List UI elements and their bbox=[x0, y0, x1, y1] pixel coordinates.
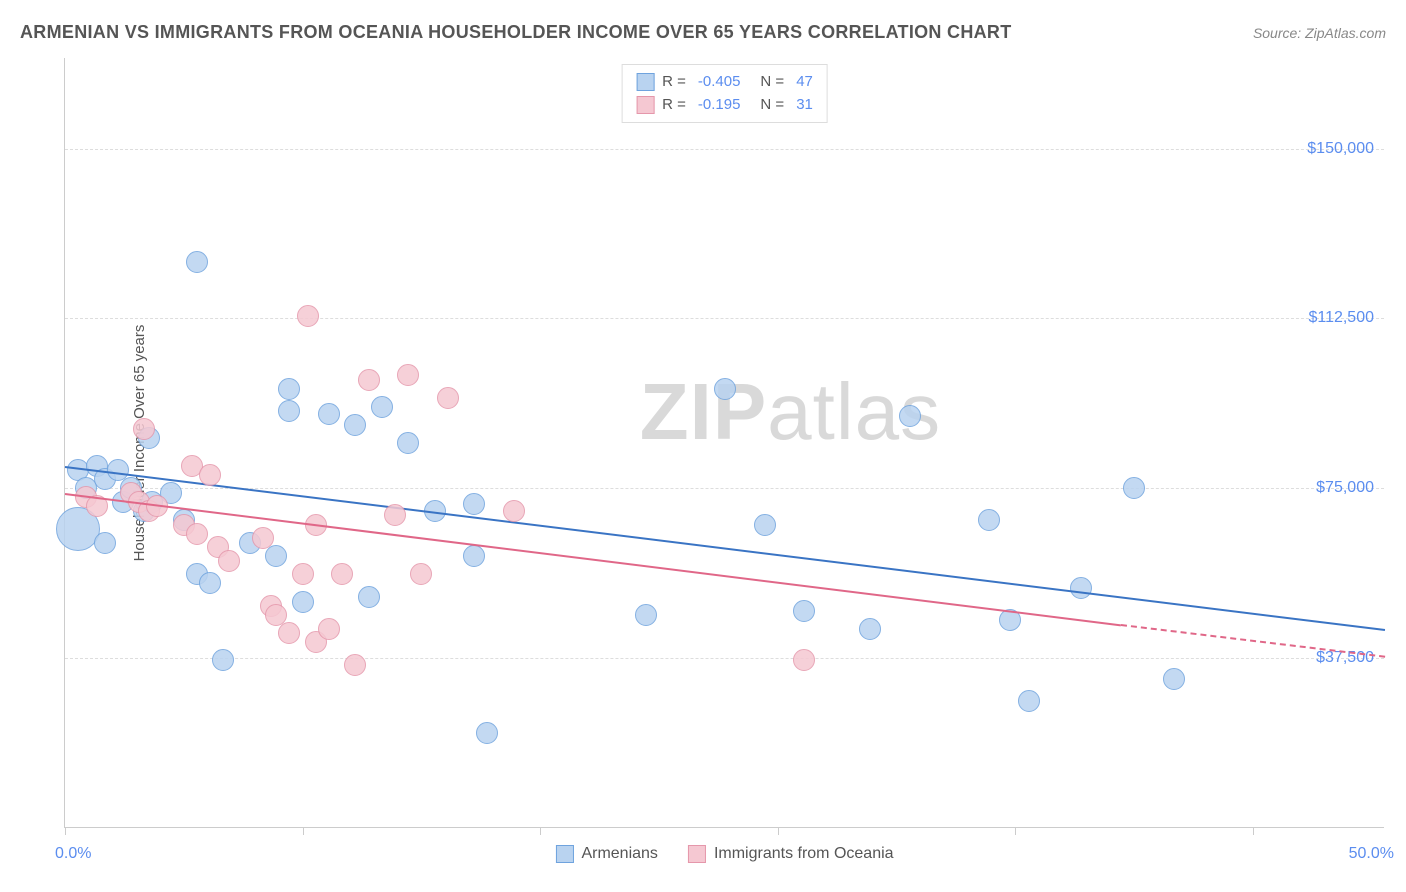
data-point bbox=[133, 418, 155, 440]
data-point bbox=[278, 400, 300, 422]
series-legend: Armenians Immigrants from Oceania bbox=[555, 845, 893, 863]
data-point bbox=[297, 305, 319, 327]
r-value: -0.195 bbox=[698, 94, 741, 117]
data-point bbox=[397, 432, 419, 454]
r-value: -0.405 bbox=[698, 71, 741, 94]
y-tick-label: $112,500 bbox=[1308, 309, 1374, 327]
n-value: 31 bbox=[796, 94, 813, 117]
data-point bbox=[218, 550, 240, 572]
source-attribution: Source: ZipAtlas.com bbox=[1253, 25, 1386, 41]
y-tick-label: $150,000 bbox=[1307, 140, 1374, 158]
data-point bbox=[463, 493, 485, 515]
header-row: ARMENIAN VS IMMIGRANTS FROM OCEANIA HOUS… bbox=[20, 22, 1386, 43]
series-legend-label: Immigrants from Oceania bbox=[714, 845, 894, 863]
x-tick bbox=[540, 827, 541, 835]
x-tick bbox=[1015, 827, 1016, 835]
grid-line bbox=[65, 149, 1384, 150]
data-point bbox=[199, 572, 221, 594]
n-value: 47 bbox=[796, 71, 813, 94]
scatter-plot-area: Householder Income Over 65 years ZIPatla… bbox=[64, 58, 1384, 828]
data-point bbox=[358, 369, 380, 391]
data-point bbox=[754, 514, 776, 536]
trend-line-dashed bbox=[1121, 624, 1385, 658]
x-axis-min-label: 0.0% bbox=[55, 845, 91, 863]
data-point bbox=[358, 586, 380, 608]
data-point bbox=[1018, 690, 1040, 712]
data-point bbox=[384, 504, 406, 526]
data-point bbox=[344, 654, 366, 676]
legend-swatch bbox=[555, 845, 573, 863]
data-point bbox=[318, 618, 340, 640]
n-label: N = bbox=[760, 71, 784, 94]
x-tick bbox=[65, 827, 66, 835]
legend-swatch bbox=[688, 845, 706, 863]
data-point bbox=[410, 563, 432, 585]
correlation-legend-row: R = -0.195 N = 31 bbox=[636, 94, 813, 117]
data-point bbox=[278, 622, 300, 644]
data-point bbox=[94, 532, 116, 554]
data-point bbox=[278, 378, 300, 400]
data-point bbox=[318, 403, 340, 425]
data-point bbox=[199, 464, 221, 486]
data-point bbox=[476, 722, 498, 744]
data-point bbox=[292, 591, 314, 613]
x-axis-max-label: 50.0% bbox=[1349, 845, 1394, 863]
chart-title: ARMENIAN VS IMMIGRANTS FROM OCEANIA HOUS… bbox=[20, 22, 1012, 43]
data-point bbox=[344, 414, 366, 436]
data-point bbox=[1123, 477, 1145, 499]
grid-line bbox=[65, 658, 1384, 659]
data-point bbox=[899, 405, 921, 427]
y-tick-label: $75,000 bbox=[1316, 479, 1374, 497]
data-point bbox=[292, 563, 314, 585]
data-point bbox=[463, 545, 485, 567]
data-point bbox=[252, 527, 274, 549]
data-point bbox=[793, 600, 815, 622]
legend-swatch bbox=[636, 96, 654, 114]
series-legend-item: Armenians bbox=[555, 845, 657, 863]
data-point bbox=[371, 396, 393, 418]
data-point bbox=[978, 509, 1000, 531]
data-point bbox=[437, 387, 459, 409]
data-point bbox=[793, 649, 815, 671]
series-legend-item: Immigrants from Oceania bbox=[688, 845, 894, 863]
correlation-legend-row: R = -0.405 N = 47 bbox=[636, 71, 813, 94]
correlation-legend: R = -0.405 N = 47 R = -0.195 N = 31 bbox=[621, 64, 828, 123]
data-point bbox=[1070, 577, 1092, 599]
legend-swatch bbox=[636, 73, 654, 91]
x-tick bbox=[1253, 827, 1254, 835]
x-tick bbox=[778, 827, 779, 835]
data-point bbox=[186, 523, 208, 545]
grid-line bbox=[65, 488, 1384, 489]
data-point bbox=[714, 378, 736, 400]
data-point bbox=[859, 618, 881, 640]
data-point bbox=[265, 545, 287, 567]
r-label: R = bbox=[662, 71, 686, 94]
n-label: N = bbox=[760, 94, 784, 117]
data-point bbox=[503, 500, 525, 522]
data-point bbox=[1163, 668, 1185, 690]
data-point bbox=[212, 649, 234, 671]
x-tick bbox=[303, 827, 304, 835]
data-point bbox=[635, 604, 657, 626]
data-point bbox=[331, 563, 353, 585]
data-point bbox=[186, 251, 208, 273]
series-legend-label: Armenians bbox=[581, 845, 657, 863]
data-point bbox=[397, 364, 419, 386]
r-label: R = bbox=[662, 94, 686, 117]
watermark: ZIPatlas bbox=[640, 366, 941, 458]
grid-line bbox=[65, 318, 1384, 319]
watermark-bold: ZIP bbox=[640, 367, 767, 456]
